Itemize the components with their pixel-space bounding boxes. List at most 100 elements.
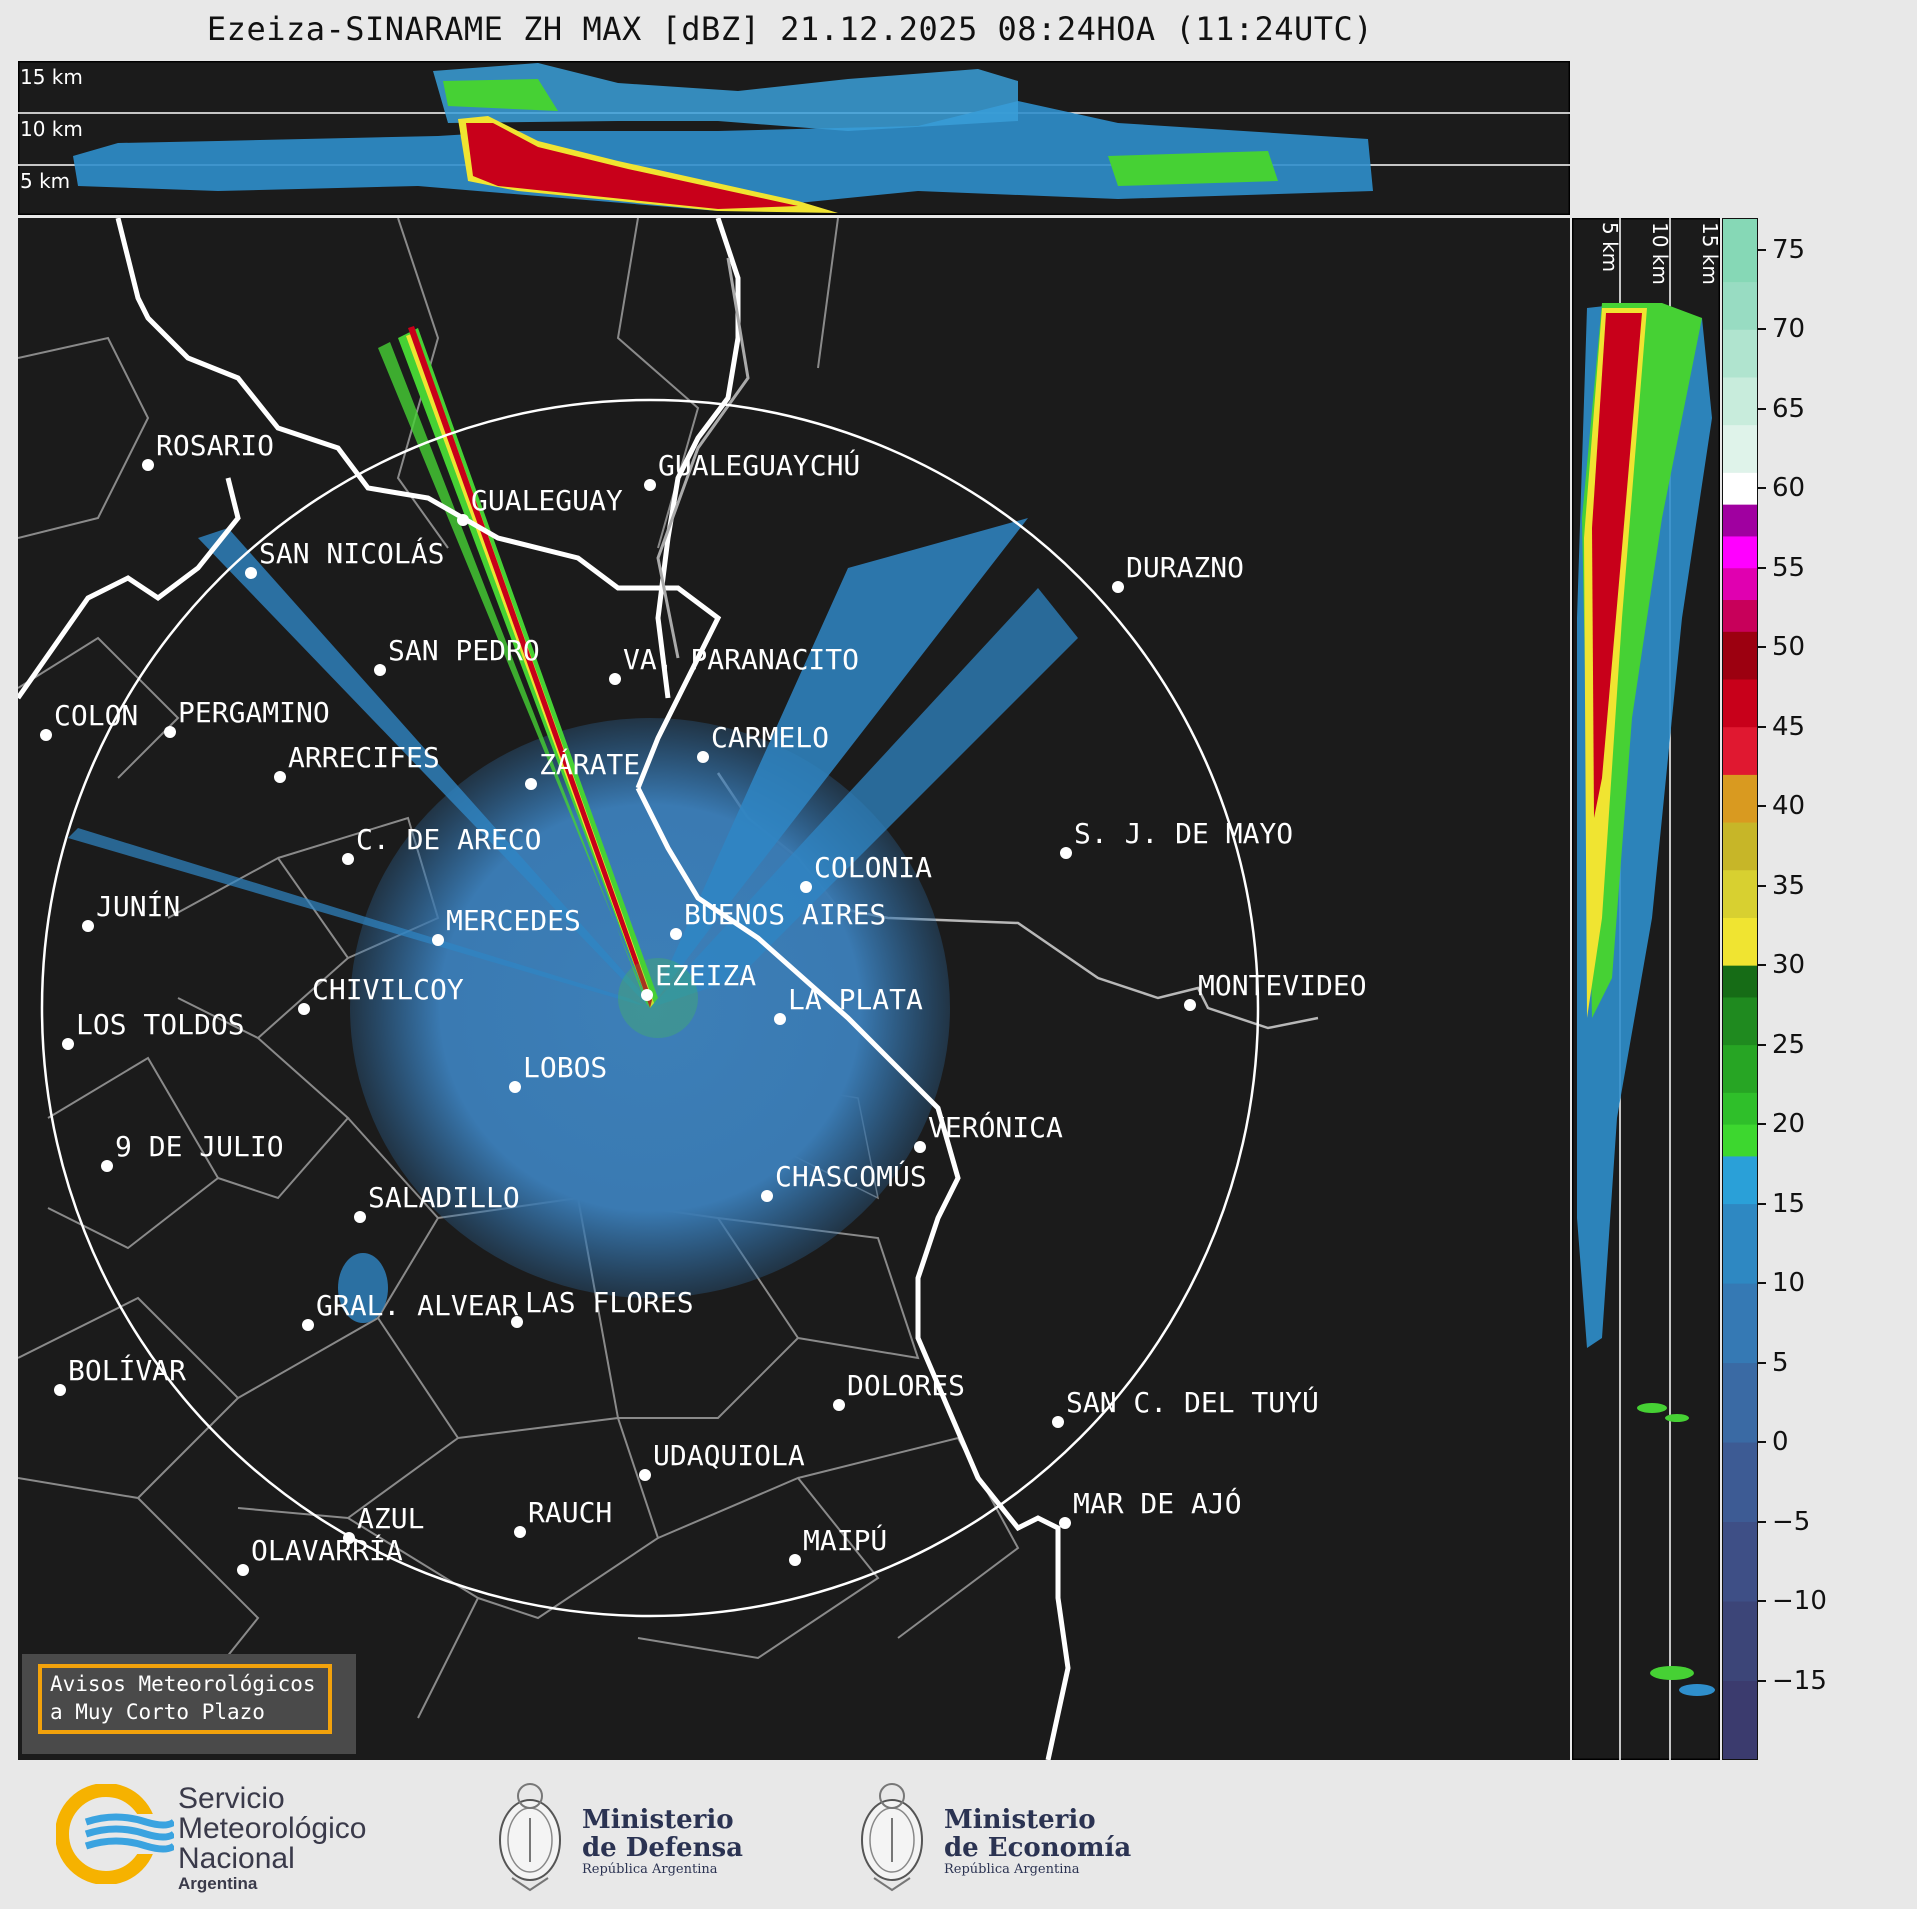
- city-label: CHIVILCOY: [312, 973, 464, 1006]
- colorbar-tick-label: 65: [1772, 393, 1806, 424]
- city-label: UDAQUIOLA: [653, 1439, 805, 1472]
- avisos-badge[interactable]: Avisos Meteorológicos a Muy Corto Plazo: [22, 1654, 356, 1754]
- colorbar-tick-label: 15: [1772, 1188, 1806, 1219]
- city-label: ARRECIFES: [288, 741, 440, 774]
- colorbar-tick: [1758, 1600, 1766, 1603]
- colorbar-band: [1722, 822, 1758, 871]
- avisos-link[interactable]: Avisos Meteorológicos a Muy Corto Plazo: [38, 1664, 332, 1734]
- city-label: RAUCH: [528, 1496, 612, 1529]
- colorbar-tick-label: 70: [1772, 314, 1806, 345]
- city-marker: [697, 751, 709, 763]
- colorbar-band: [1722, 567, 1758, 601]
- colorbar-tick: [1758, 1361, 1766, 1364]
- city-marker: [343, 1532, 355, 1544]
- city-marker: [761, 1190, 773, 1202]
- city-marker: [62, 1038, 74, 1050]
- colorbar-band: [1722, 472, 1758, 505]
- city-marker: [670, 928, 682, 940]
- defensa-text: Ministerio de Defensa República Argentin…: [582, 1805, 743, 1877]
- colorbar-tick-label: 75: [1772, 234, 1806, 265]
- colorbar-band: [1722, 424, 1758, 473]
- city-label: GUALEGUAY: [471, 484, 623, 517]
- city-label: COLON: [54, 699, 138, 732]
- right-alt-label-5: 5 km: [1598, 222, 1622, 273]
- city-label: VERÓNICA: [928, 1110, 1063, 1144]
- colorbar-band: [1722, 1092, 1758, 1125]
- city-marker: [274, 771, 286, 783]
- colorbar-band: [1722, 1442, 1758, 1523]
- city-marker: [914, 1141, 926, 1153]
- city-marker: [40, 729, 52, 741]
- colorbar-band: [1722, 1362, 1758, 1443]
- city-label: LAS FLORES: [525, 1286, 694, 1319]
- city-label: C. DE ARECO: [356, 823, 541, 856]
- city-marker: [142, 459, 154, 471]
- city-label: CHASCOMÚS: [775, 1159, 927, 1193]
- colorbar-ticks: 75 70 65 60 55 50 45 40 35 30 25 20 15 10 5 0 −5 −10 −15: [1758, 218, 1908, 1760]
- radar-echoes: [68, 326, 1078, 1323]
- colorbar-tick: [1758, 1123, 1766, 1126]
- colorbar: [1722, 218, 1758, 1760]
- colorbar-tick: [1758, 725, 1766, 728]
- city-marker: [342, 853, 354, 865]
- city-marker: [525, 778, 537, 790]
- colorbar-band: [1722, 535, 1758, 569]
- city-label: PERGAMINO: [178, 696, 330, 729]
- city-label: GUALEGUAYCHÚ: [658, 448, 860, 482]
- colorbar-band: [1722, 869, 1758, 918]
- colorbar-tick: [1758, 248, 1766, 251]
- avisos-line1: Avisos Meteorológicos: [50, 1672, 316, 1696]
- colorbar-tick-label: 10: [1772, 1268, 1806, 1299]
- city-label: MAIPÚ: [803, 1523, 887, 1557]
- smn-logo-icon: [56, 1784, 174, 1884]
- colorbar-band: [1722, 1155, 1758, 1205]
- city-marker: [509, 1081, 521, 1093]
- city-marker: [1060, 847, 1072, 859]
- argentina-seal-icon: [499, 1783, 561, 1892]
- city-marker: [82, 920, 94, 932]
- avisos-line2: a Muy Corto Plazo: [50, 1700, 265, 1724]
- colorbar-tick-label: 55: [1772, 552, 1806, 583]
- city-marker: [1112, 581, 1124, 593]
- city-label: OLAVARRÍA: [251, 1533, 403, 1567]
- city-label: MAR DE AJÓ: [1073, 1486, 1242, 1520]
- colorbar-tick-label: 35: [1772, 870, 1806, 901]
- city-label: SALADILLO: [368, 1181, 520, 1214]
- colorbar-tick: [1758, 1202, 1766, 1205]
- city-marker: [374, 664, 386, 676]
- colorbar-tick: [1758, 964, 1766, 967]
- colorbar-tick-label: −10: [1772, 1586, 1827, 1617]
- colorbar-band: [1722, 1124, 1758, 1157]
- colorbar-tick: [1758, 805, 1766, 808]
- economia-text: Ministerio de Economía República Argenti…: [944, 1805, 1132, 1877]
- city-label: ZÁRATE: [539, 747, 640, 781]
- colorbar-tick: [1758, 646, 1766, 649]
- right-alt-label-10: 10 km: [1648, 222, 1672, 285]
- top-alt-label-15: 15 km: [20, 65, 83, 89]
- city-marker: [789, 1554, 801, 1566]
- city-marker: [298, 1003, 310, 1015]
- colorbar-tick-label: −5: [1772, 1506, 1811, 1537]
- top-alt-label-10: 10 km: [20, 117, 83, 141]
- city-marker: [457, 514, 469, 526]
- city-label: LA PLATA: [788, 983, 923, 1016]
- city-marker: [774, 1013, 786, 1025]
- colorbar-tick: [1758, 487, 1766, 490]
- city-label: BUENOS AIRES: [684, 898, 886, 931]
- colorbar-band: [1722, 917, 1758, 966]
- city-label: CARMELO: [711, 721, 829, 754]
- colorbar-tick-label: 45: [1772, 711, 1806, 742]
- city-marker: [644, 479, 656, 491]
- colorbar-band: [1722, 965, 1758, 998]
- city-label: LOS TOLDOS: [76, 1008, 245, 1041]
- city-label: VA. PARANACITO: [623, 643, 859, 676]
- city-marker: [609, 673, 621, 685]
- city-marker: [432, 934, 444, 946]
- city-marker: [101, 1160, 113, 1172]
- city-label: AZUL: [357, 1502, 424, 1535]
- colorbar-tick-label: −15: [1772, 1665, 1827, 1696]
- colorbar-band: [1722, 774, 1758, 823]
- city-label: MONTEVIDEO: [1198, 969, 1367, 1002]
- colorbar-tick: [1758, 566, 1766, 569]
- colorbar-tick: [1758, 1043, 1766, 1046]
